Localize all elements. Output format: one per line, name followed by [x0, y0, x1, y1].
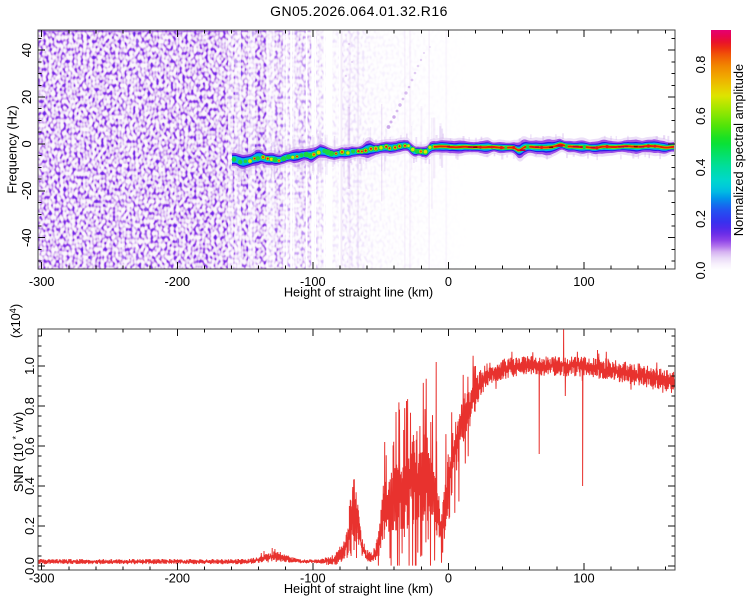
svg-text:100: 100: [573, 571, 594, 586]
svg-text:0.6: 0.6: [22, 437, 37, 455]
svg-text:SNR (10 * v/v): SNR (10 * v/v): [11, 412, 26, 492]
svg-text:40: 40: [19, 43, 34, 57]
svg-text:0: 0: [19, 140, 34, 147]
svg-text:(x104): (x104): [8, 304, 23, 338]
svg-text:-100: -100: [300, 571, 326, 586]
svg-text:Frequency (Hz): Frequency (Hz): [5, 105, 20, 193]
svg-text:-200: -200: [164, 274, 190, 289]
svg-text:0.4: 0.4: [22, 477, 37, 495]
svg-text:Normalized spectral amplitude: Normalized spectral amplitude: [731, 64, 746, 236]
svg-text:20: 20: [19, 90, 34, 104]
svg-text:0.4: 0.4: [693, 159, 708, 177]
svg-text:0.8: 0.8: [693, 56, 708, 74]
svg-text:1.0: 1.0: [22, 357, 37, 375]
svg-text:-300: -300: [29, 571, 55, 586]
svg-text:Height of straight line (km): Height of straight line (km): [284, 581, 433, 596]
svg-text:-300: -300: [29, 274, 55, 289]
svg-text:-20: -20: [19, 182, 34, 201]
svg-text:100: 100: [573, 274, 594, 289]
svg-text:Height of straight line (km): Height of straight line (km): [284, 285, 433, 300]
svg-text:GN05.2026.064.01.32.R16: GN05.2026.064.01.32.R16: [270, 3, 448, 19]
svg-text:0: 0: [445, 571, 452, 586]
svg-text:0.0: 0.0: [22, 557, 37, 575]
svg-text:0.2: 0.2: [693, 210, 708, 228]
svg-text:-40: -40: [19, 228, 34, 247]
svg-text:-200: -200: [164, 571, 190, 586]
svg-text:-100: -100: [300, 274, 326, 289]
svg-text:0.6: 0.6: [693, 107, 708, 125]
svg-text:0.0: 0.0: [693, 262, 708, 280]
svg-text:0: 0: [445, 274, 452, 289]
svg-text:0.2: 0.2: [22, 517, 37, 535]
svg-text:0.8: 0.8: [22, 397, 37, 415]
